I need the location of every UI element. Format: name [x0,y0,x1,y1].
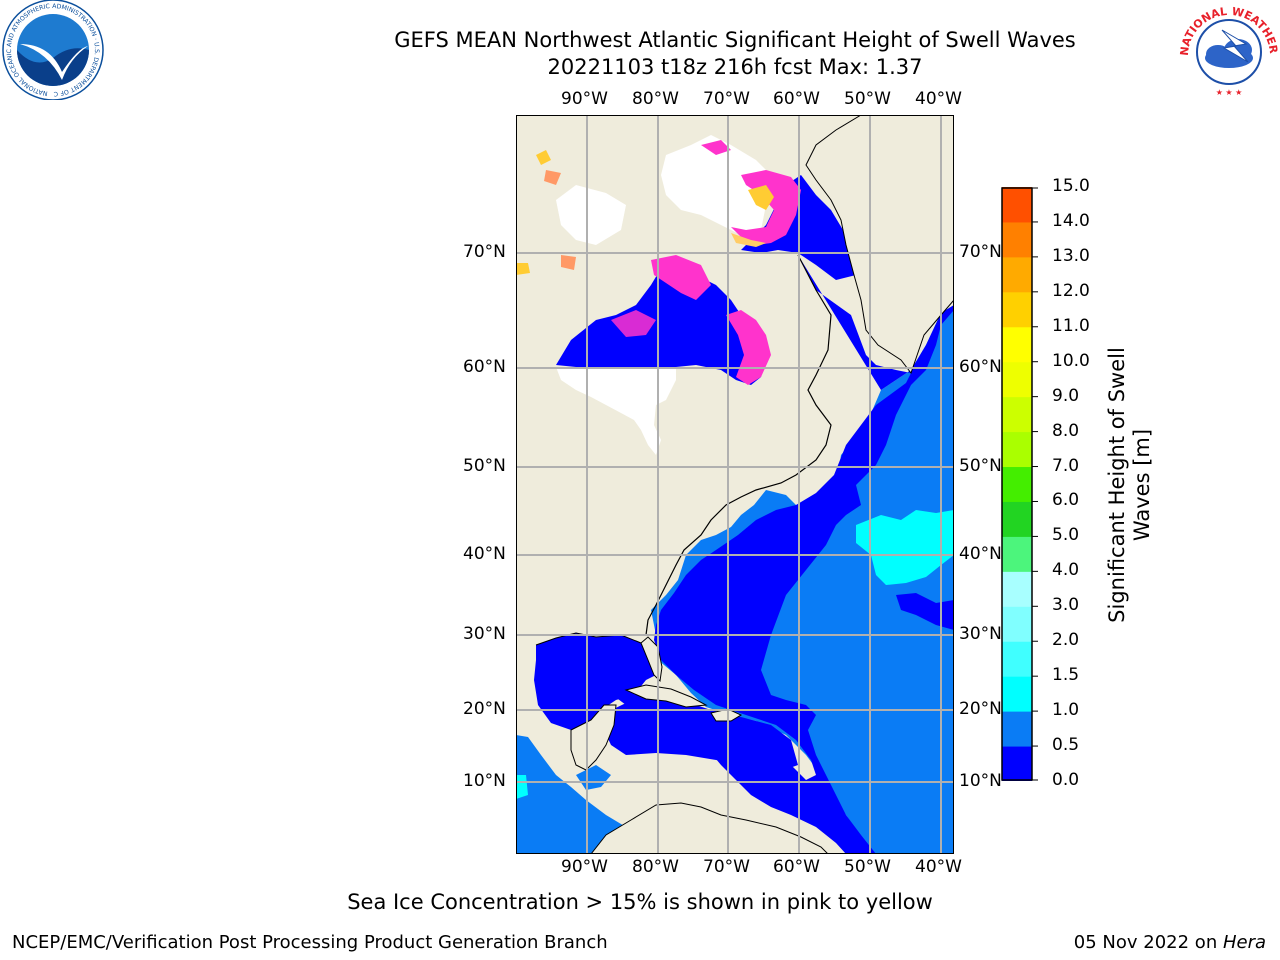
colorbar-tick-label: 0.0 [1052,770,1080,790]
colorbar-segment [1002,641,1032,677]
footer-date-text: 05 Nov 2022 on [1073,932,1223,953]
cuba [624,684,708,708]
lon-label-top: 80°W [632,89,679,109]
lon-label-top: 40°W [915,89,962,109]
lat-label-left: 10°N [463,771,506,791]
nws-logo: NATIONAL WEATHER SERVICE ★ ★ ★ [1178,0,1280,99]
colorbar-label-line1: Significant Height of Swell [1105,347,1129,623]
colorbar-tick-label: 3.0 [1052,595,1080,616]
colorbar-segment [1002,187,1032,223]
footer-date: 05 Nov 2022 on Hera [1074,932,1266,953]
lat-label-right: 50°N [959,456,1002,476]
colorbar-segment [1002,606,1032,642]
sea-ice-note: Sea Ice Concentration > 15% is shown in … [347,890,933,914]
colorbar-tick-label: 12.0 [1052,280,1090,301]
colorbar-tick-label: 10.0 [1052,350,1090,371]
colorbar-segment [1002,291,1032,328]
lon-label-top: 90°W [561,89,608,109]
lat-label-right: 20°N [959,699,1002,719]
footer-host: Hera [1222,932,1266,953]
chart-title: GEFS MEAN Northwest Atlantic Significant… [394,28,1076,52]
colorbar-tick-label: 14.0 [1052,210,1090,231]
colorbar-tick-label: 9.0 [1052,385,1080,406]
lat-label-right: 70°N [959,242,1002,262]
lon-label-top: 70°W [703,89,750,109]
lon-label-bottom: 70°W [703,857,750,877]
gulf-of-mexico [534,633,656,730]
colorbar-segment [1002,711,1032,747]
colorbar-segment [1002,256,1032,293]
chart-subtitle: 20221103 t18z 216h fcst Max: 1.37 [547,55,923,79]
colorbar [1001,187,1038,781]
lon-label-top: 60°W [773,89,820,109]
colorbar-tick-label: 2.0 [1052,630,1080,651]
caribbean-sea [601,695,798,773]
lat-label-left: 20°N [463,699,506,719]
lon-label-bottom: 80°W [632,857,679,877]
colorbar-segment [1002,571,1032,607]
swell-high-patch [856,510,954,585]
lat-label-left: 70°N [463,242,506,262]
pacific-ocean [516,735,676,854]
colorbar-tick-label: 11.0 [1052,315,1090,336]
lon-label-bottom: 50°W [844,857,891,877]
colorbar-tick-label: 1.5 [1052,665,1080,686]
sea-ice-overlay [516,140,801,385]
footer-branch: NCEP/EMC/Verification Post Processing Pr… [12,932,608,953]
colorbar-segment [1002,326,1032,363]
colorbar-tick-label: 1.0 [1052,700,1080,721]
colorbar-label: Significant Height of Swell Waves [m] [1105,325,1155,645]
south-america [590,802,829,854]
colorbar-tick-label: 15.0 [1052,176,1090,196]
colorbar-tick-label: 0.5 [1052,735,1080,756]
lon-label-bottom: 60°W [773,857,820,877]
lat-label-right: 30°N [959,624,1002,644]
lon-label-bottom: 40°W [915,857,962,877]
lat-label-right: 40°N [959,544,1002,564]
colorbar-segment [1002,361,1032,398]
hudson-bay [556,260,766,385]
svg-text:★ ★ ★: ★ ★ ★ [1216,88,1243,97]
lon-label-top: 50°W [844,89,891,109]
colorbar-segment [1002,676,1032,712]
colorbar-tick-label: 8.0 [1052,420,1080,441]
lat-label-left: 50°N [463,456,506,476]
colorbar-segment [1002,396,1032,433]
graticule [516,115,954,854]
colorbar-segment [1002,431,1032,468]
colorbar-tick-label: 6.0 [1052,490,1080,511]
colorbar-tick-label: 13.0 [1052,245,1090,266]
colorbar-label-line2: Waves [m] [1130,428,1154,542]
map-panel [516,115,954,854]
florida [640,636,663,683]
noaa-logo: NATIONAL OCEANIC AND ATMOSPHERIC ADMINIS… [0,0,104,100]
lat-label-right: 60°N [959,357,1002,377]
colorbar-segment [1002,536,1032,572]
colorbar-tick-label: 4.0 [1052,560,1080,581]
colorbar-tick-label: 7.0 [1052,455,1080,476]
lat-label-left: 40°N [463,544,506,564]
lat-label-right: 10°N [959,771,1002,791]
lat-label-left: 30°N [463,624,506,644]
colorbar-segment [1002,221,1032,258]
na-coastline [645,254,832,636]
colorbar-segment [1002,466,1032,502]
arctic-region [661,135,771,235]
colorbar-frame [1001,187,1033,781]
colorbar-tick-label: 5.0 [1052,525,1080,546]
lon-label-bottom: 90°W [561,857,608,877]
colorbar-segment [1002,746,1032,781]
lat-label-left: 60°N [463,357,506,377]
colorbar-segment [1002,501,1032,537]
